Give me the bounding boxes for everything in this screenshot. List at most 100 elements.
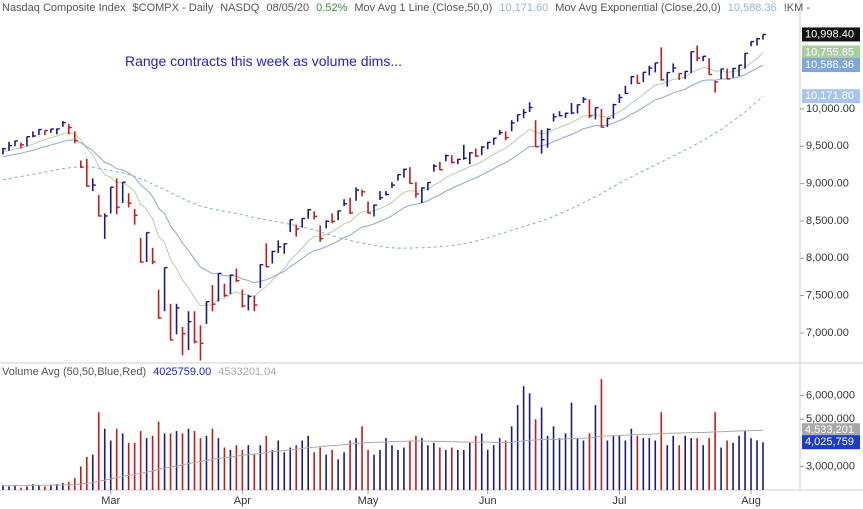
volume-legend: Volume Avg (50,50,Blue,Red) 4025759.00 453…: [2, 366, 283, 378]
value-marker-label: 10,171.80: [805, 90, 854, 102]
legend-text: Volume Avg (50,50,Blue,Red): [2, 366, 147, 378]
volume-bar: [576, 438, 579, 490]
volume-bar: [199, 438, 202, 490]
value-marker: [802, 58, 860, 73]
volume-bar: [295, 445, 298, 490]
value-marker-label: 4,025,759: [805, 436, 854, 448]
volume-bar: [720, 447, 722, 490]
volume-bar: [474, 435, 477, 490]
volume-bar: [666, 445, 669, 490]
y-tick-label: 6,000,000: [806, 390, 855, 402]
volume-bar: [115, 428, 118, 490]
x-tick-label: Jul: [612, 495, 626, 507]
volume-bar: [217, 438, 220, 490]
volume-bar: [121, 433, 124, 490]
volume-bar: [702, 445, 704, 490]
volume-bar: [403, 447, 405, 490]
volume-bar: [660, 412, 663, 490]
y-tick-label: 7,000.00: [806, 327, 849, 339]
volume-bar: [618, 435, 621, 490]
volume-bar: [241, 449, 244, 490]
volume-bar: [181, 433, 184, 490]
volume-bar: [457, 449, 459, 490]
volume-bar: [636, 435, 639, 490]
volume-bar: [750, 438, 752, 490]
x-tick-label: May: [358, 495, 379, 507]
volume-bar: [235, 445, 238, 490]
annotation: Range contracts this week as volume dims…: [125, 53, 403, 69]
value-marker: [802, 423, 860, 438]
volume-bar: [157, 421, 160, 490]
volume-bar: [205, 435, 208, 490]
volume-bar: [85, 456, 88, 490]
volume-bar: [528, 393, 531, 490]
volume-bar: [630, 428, 633, 490]
y-tick-label: 7,500.00: [806, 289, 849, 301]
volume-bar: [708, 438, 710, 490]
volume-bar: [600, 379, 603, 490]
y-tick-label: 8,000.00: [806, 252, 849, 264]
volume-bar: [612, 435, 615, 490]
volume-bar: [672, 435, 675, 490]
volume-bar: [606, 440, 609, 490]
volume-bar: [546, 435, 549, 490]
volume-bar: [14, 485, 16, 490]
legend-text: 10,171.60: [499, 2, 549, 14]
legend-text: !KM -: [783, 2, 810, 14]
volume-bar: [540, 407, 543, 490]
x-tick-label: Jun: [479, 495, 497, 507]
volume-bar: [522, 386, 525, 490]
volume-bar: [26, 486, 28, 490]
volume-bar: [732, 442, 734, 490]
volume-bar: [271, 449, 274, 490]
volume-bar: [127, 442, 130, 490]
volume-bar: [409, 440, 411, 490]
volume-bar: [564, 433, 567, 490]
volume-bar: [349, 440, 351, 490]
volume-bar: [391, 445, 393, 490]
volume-bar: [313, 452, 315, 490]
legend-text: 4025759.00: [153, 366, 212, 378]
volume-bar: [433, 442, 435, 490]
volume-bar: [145, 438, 148, 490]
volume-bar: [738, 435, 740, 490]
volume-bar: [229, 449, 232, 490]
y-tick-label: 8,500.00: [806, 215, 849, 227]
volume-bar: [307, 435, 309, 490]
value-marker: [802, 89, 860, 104]
value-marker-label: 4,533,201: [805, 424, 854, 436]
volume-bar: [139, 431, 142, 490]
volume-bar: [696, 438, 698, 490]
volume-bar: [44, 486, 46, 490]
volume-bar: [62, 482, 64, 490]
volume-bar: [2, 485, 4, 490]
value-marker-label: 10,998.40: [805, 28, 854, 40]
legend-text: Mov Avg Exponential (Close,20,0): [555, 2, 721, 14]
volume-bar: [193, 431, 196, 490]
volume-bar: [678, 445, 681, 490]
volume-bar: [253, 454, 256, 490]
volume-bar: [588, 433, 591, 490]
y-tick-label: 9,000.00: [806, 178, 849, 190]
volume-bar: [175, 431, 178, 490]
volume-bar: [654, 440, 657, 490]
volume-bar: [451, 447, 453, 490]
value-marker: [802, 27, 860, 42]
volume-bar: [223, 447, 226, 490]
volume-bar: [289, 447, 292, 490]
x-tick-label: Mar: [101, 495, 120, 507]
volume-bar: [343, 452, 345, 490]
volume-bar: [427, 445, 429, 490]
volume-bar: [756, 440, 758, 490]
volume-bar: [510, 426, 513, 490]
volume-bar: [32, 484, 34, 490]
volume-bar: [163, 433, 166, 490]
y-tick-label: 9,500.00: [806, 140, 849, 152]
volume-bar: [301, 440, 304, 490]
volume-bar: [103, 428, 106, 490]
volume-bar: [594, 405, 597, 490]
legend-text: 08/05/20: [266, 2, 310, 14]
volume-bar: [247, 445, 250, 490]
volume-bar: [133, 442, 136, 490]
